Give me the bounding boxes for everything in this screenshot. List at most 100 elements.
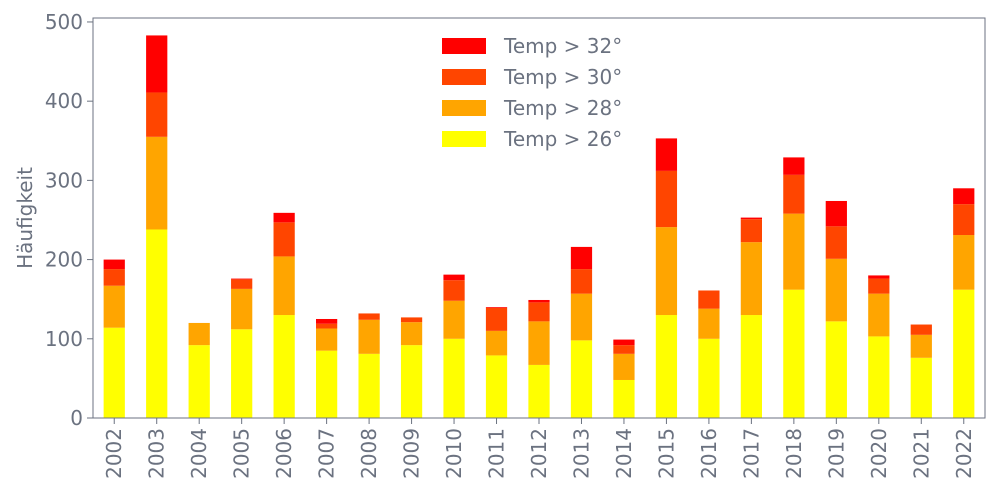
bar-2012-series-1	[528, 364, 550, 418]
y-tick-label: 200	[45, 248, 83, 272]
bar-2015-series-3	[655, 170, 678, 228]
bar-2014-series-4	[613, 339, 635, 346]
bar-2022-series-2	[953, 235, 975, 290]
x-tick-label: 2009	[400, 428, 424, 479]
bar-2013-series-3	[570, 269, 593, 294]
x-tick-label: 2003	[145, 428, 169, 479]
bar-2018-series-4	[783, 157, 805, 175]
bar-2010-series-4	[443, 274, 465, 281]
x-tick-label: 2007	[315, 428, 339, 479]
x-tick-label: 2005	[230, 428, 254, 479]
bar-2017-series-1	[740, 315, 762, 418]
bar-2012-series-2	[528, 321, 550, 365]
bar-2002-series-4	[103, 259, 125, 270]
x-tick-label: 2011	[485, 428, 509, 479]
bar-2017-series-3	[740, 219, 762, 243]
bar-2012-series-3	[528, 302, 550, 322]
x-tick-label: 2004	[187, 428, 211, 479]
bar-2011-series-4	[485, 307, 508, 308]
bar-2008-series-1	[358, 353, 380, 418]
bar-2019-series-4	[825, 200, 847, 227]
x-tick-label: 2018	[782, 428, 806, 479]
bar-2005-series-1	[231, 329, 253, 418]
bar-2010-series-2	[443, 300, 465, 339]
bar-2017-series-2	[740, 242, 762, 316]
bar-2020-series-3	[868, 278, 890, 294]
bar-2015-series-1	[655, 315, 678, 418]
bar-2022-series-1	[953, 289, 975, 418]
bar-2006-series-3	[273, 222, 295, 257]
legend-item: Temp > 26°	[442, 127, 622, 151]
bar-2013-series-2	[570, 293, 593, 341]
bar-2007-series-2	[316, 328, 338, 351]
legend-label: Temp > 32°	[503, 34, 622, 58]
bar-2013-series-1	[570, 340, 593, 418]
legend-swatch	[442, 100, 486, 116]
bar-2013-series-4	[570, 246, 593, 270]
legend-swatch	[442, 69, 486, 85]
y-tick-label: 100	[45, 327, 83, 351]
legend-label: Temp > 30°	[503, 65, 622, 89]
bar-2019-series-2	[825, 258, 847, 322]
bar-2021-series-3	[910, 324, 932, 335]
legend: Temp > 32° Temp > 30° Temp > 28° Temp > 26°	[442, 34, 622, 151]
bar-2010-series-3	[443, 280, 465, 301]
y-tick-label: 300	[45, 168, 83, 192]
bar-2002-series-1	[103, 327, 125, 418]
x-tick-label: 2008	[357, 428, 381, 479]
y-tick-label: 0	[70, 406, 83, 430]
y-tick-label: 500	[45, 10, 83, 34]
bar-2003-series-3	[146, 92, 168, 137]
bar-2011-series-3	[485, 307, 508, 331]
legend-item: Temp > 32°	[442, 34, 622, 58]
bar-2009-series-3	[400, 317, 423, 323]
legend-swatch	[442, 131, 486, 147]
x-tick-label: 2006	[272, 428, 296, 479]
x-tick-label: 2022	[952, 428, 976, 479]
bar-2009-series-1	[400, 345, 423, 418]
bar-2017-series-4	[740, 217, 762, 220]
bar-2005-series-3	[231, 279, 253, 289]
bar-2002-series-3	[103, 269, 125, 286]
bar-2021-series-1	[910, 357, 932, 418]
x-tick-label: 2012	[527, 428, 551, 479]
bar-2018-series-3	[783, 174, 805, 214]
bar-2004-series-1	[188, 345, 210, 418]
x-tick-label: 2002	[102, 428, 126, 479]
bar-2020-series-4	[868, 275, 890, 279]
bar-2003-series-2	[146, 136, 168, 230]
x-tick-label: 2021	[909, 428, 933, 479]
bar-2016-series-3	[698, 290, 720, 309]
x-tick-label: 2015	[654, 428, 678, 479]
bar-2005-series-4	[231, 278, 253, 280]
bars-layer	[103, 35, 975, 418]
y-axis-label: Häufigkeit	[13, 167, 37, 269]
x-tick-label: 2019	[824, 428, 848, 479]
bar-2019-series-3	[825, 226, 847, 259]
legend-item: Temp > 28°	[442, 96, 622, 120]
legend-item: Temp > 30°	[442, 65, 622, 89]
bar-2006-series-1	[273, 315, 295, 418]
bar-2011-series-1	[485, 355, 508, 418]
bar-2003-series-4	[146, 35, 168, 93]
bar-2006-series-2	[273, 256, 295, 316]
bar-2018-series-2	[783, 213, 805, 290]
bar-2016-series-1	[698, 338, 720, 418]
bar-2014-series-2	[613, 353, 635, 380]
bar-2015-series-2	[655, 227, 678, 316]
bar-2011-series-2	[485, 330, 508, 356]
bar-2008-series-3	[358, 313, 380, 320]
bar-2007-series-4	[316, 318, 338, 324]
bar-2008-series-2	[358, 319, 380, 354]
bar-2014-series-1	[613, 379, 635, 418]
bar-2009-series-2	[400, 322, 423, 346]
legend-swatch	[442, 38, 486, 54]
bar-2007-series-1	[316, 350, 338, 418]
bar-2010-series-1	[443, 338, 465, 418]
bar-2018-series-1	[783, 289, 805, 418]
bar-2007-series-3	[316, 323, 338, 329]
bar-2002-series-2	[103, 285, 125, 328]
bar-2004-series-2	[188, 322, 210, 346]
bar-2022-series-3	[953, 204, 975, 236]
